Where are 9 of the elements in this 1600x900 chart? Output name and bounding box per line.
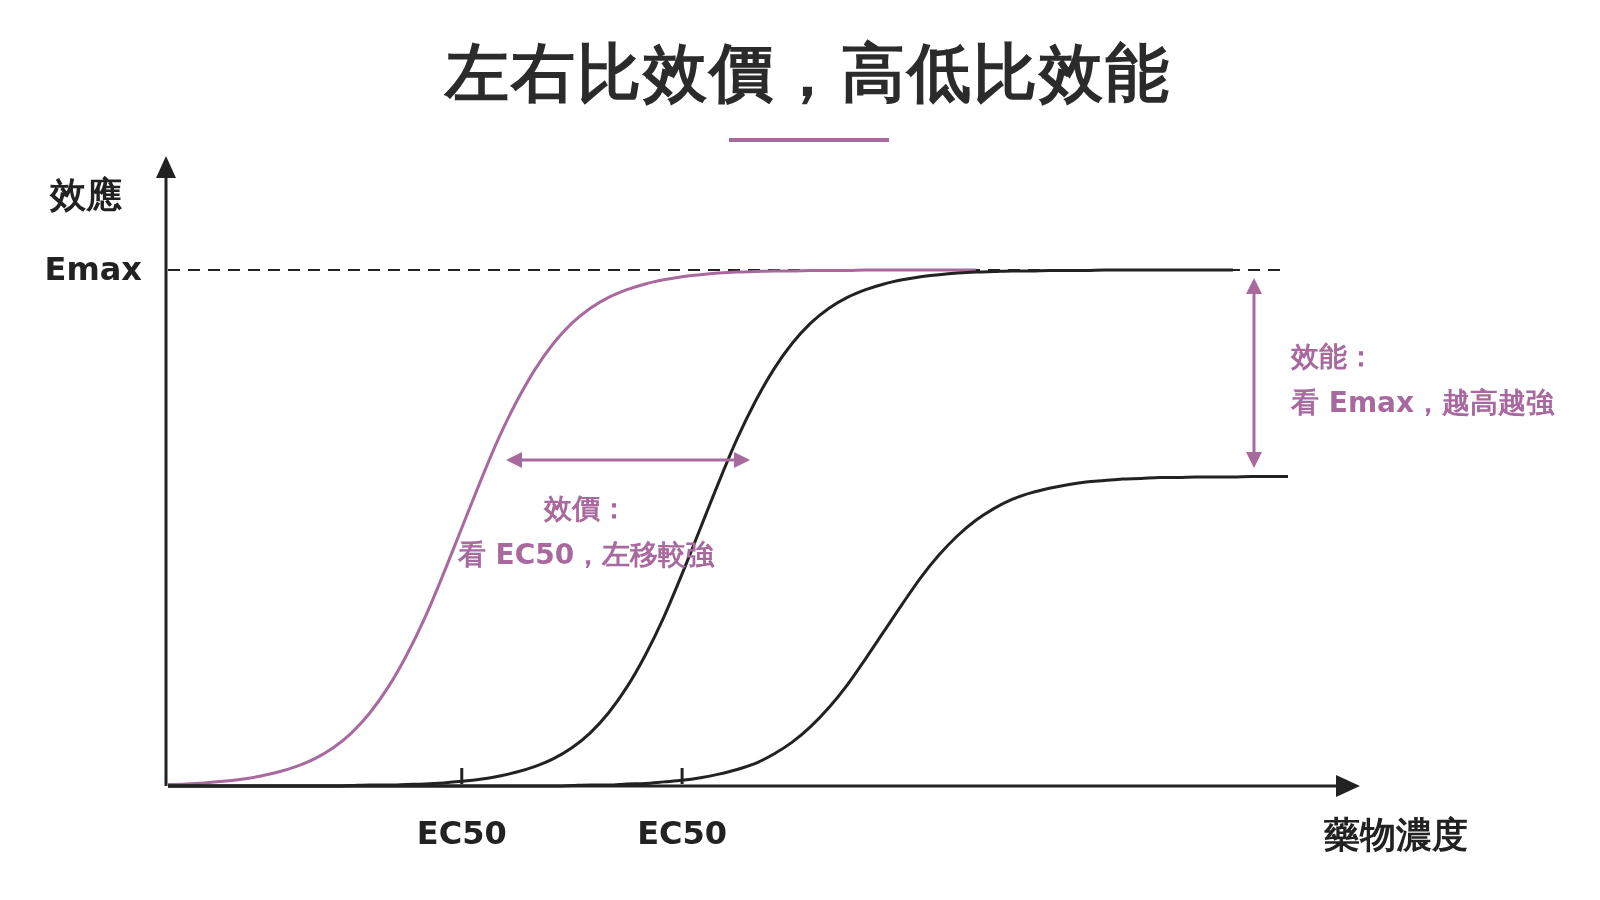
x-tick-label: EC50 bbox=[416, 814, 507, 852]
y-axis-title: 效應 bbox=[50, 173, 122, 217]
text: 效能： bbox=[1291, 339, 1376, 375]
chart-title: 左右比效價，高低比效能 bbox=[443, 35, 1172, 112]
x-axis-title: 藥物濃度 bbox=[1324, 813, 1468, 857]
x-tick-label: EC50 bbox=[637, 814, 728, 852]
text: 看 Emax，越高越強 bbox=[1291, 385, 1556, 421]
annotation: 效價： bbox=[543, 491, 629, 527]
ref-line-label: Emax bbox=[44, 250, 143, 288]
